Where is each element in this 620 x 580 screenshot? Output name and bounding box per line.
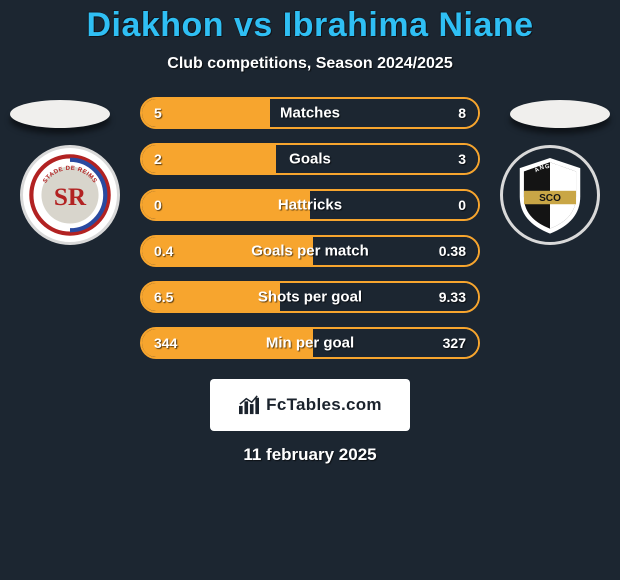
club-badge-left: SR STADE DE REIMS: [20, 145, 120, 245]
reims-crest-icon: SR STADE DE REIMS: [28, 153, 112, 237]
chart-icon: [238, 395, 260, 415]
fctables-logo: FcTables.com: [210, 379, 410, 431]
stat-value-right: 327: [443, 335, 466, 351]
stat-row: 0.40.38Goals per match: [140, 235, 480, 267]
stat-value-left: 6.5: [154, 289, 173, 305]
stat-row: 00Hattricks: [140, 189, 480, 221]
stat-row: 58Matches: [140, 97, 480, 129]
content-area: SR STADE DE REIMS SCO ANGERS: [0, 97, 620, 465]
stat-bar-left-fill: [142, 191, 310, 219]
stat-bar-right-fill: [276, 145, 478, 173]
stat-value-left: 344: [154, 335, 177, 351]
stat-bar-right-fill: [310, 191, 478, 219]
stat-bars: 58Matches23Goals00Hattricks0.40.38Goals …: [140, 97, 480, 359]
stat-bar-right-fill: [270, 99, 478, 127]
stat-value-left: 0.4: [154, 243, 173, 259]
stat-row: 6.59.33Shots per goal: [140, 281, 480, 313]
stat-value-left: 5: [154, 105, 162, 121]
stat-value-right: 0.38: [439, 243, 466, 259]
stat-value-left: 2: [154, 151, 162, 167]
stat-row: 23Goals: [140, 143, 480, 175]
player-left-ellipse: [10, 100, 110, 128]
club-badge-right: SCO ANGERS: [500, 145, 600, 245]
stat-value-right: 0: [458, 197, 466, 213]
stat-bar-left-fill: [142, 145, 276, 173]
snapshot-date: 11 february 2025: [0, 445, 620, 465]
page-subtitle: Club competitions, Season 2024/2025: [0, 55, 620, 73]
angers-crest-sco: SCO: [539, 193, 561, 204]
reims-crest-letters: SR: [54, 184, 87, 211]
stat-value-right: 9.33: [439, 289, 466, 305]
stat-value-right: 3: [458, 151, 466, 167]
fctables-logo-text: FcTables.com: [266, 395, 382, 415]
comparison-card: Diakhon vs Ibrahima Niane Club competiti…: [0, 0, 620, 580]
stat-value-right: 8: [458, 105, 466, 121]
stat-value-left: 0: [154, 197, 162, 213]
player-right-ellipse: [510, 100, 610, 128]
page-title: Diakhon vs Ibrahima Niane: [0, 6, 620, 45]
stat-row: 344327Min per goal: [140, 327, 480, 359]
angers-crest-icon: SCO ANGERS: [508, 153, 592, 237]
